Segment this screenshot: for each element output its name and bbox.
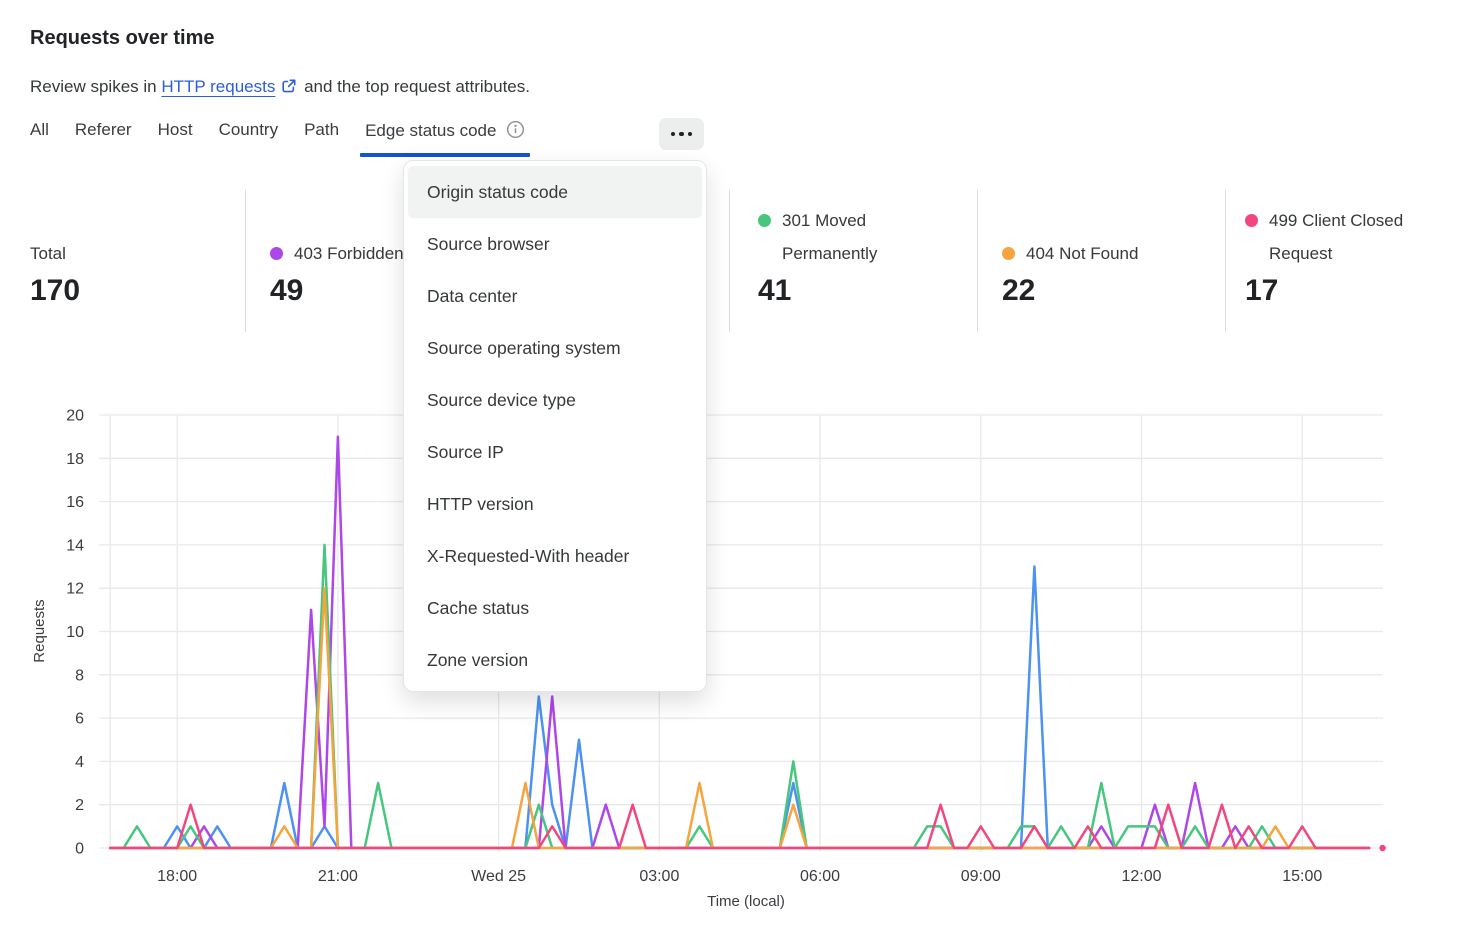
svg-text:8: 8 [75,667,84,684]
page-subtitle: Review spikes in HTTP requests and the t… [30,77,530,99]
subtitle-suffix: and the top request attributes. [304,77,530,96]
legend-dot-499 [1245,214,1258,228]
stat-total-value: 170 [30,274,81,307]
stat-divider [1225,190,1226,332]
legend-dot-403 [270,246,283,260]
svg-text:12: 12 [66,581,84,598]
stat-403-forbidden[interactable]: 403 Forbidden 49 [270,195,404,307]
menu-item-zone-version[interactable]: Zone version [427,649,529,670]
stat-403-label: 403 Forbidden [270,238,404,270]
stat-divider [729,190,730,332]
tab-edge-status-code[interactable]: Edge status code [360,120,531,157]
svg-text:Requests: Requests [31,599,48,662]
svg-text:Wed 25: Wed 25 [471,868,526,885]
svg-text:03:00: 03:00 [639,868,679,885]
stat-499-label: 499 Client Closed Request [1245,205,1434,270]
svg-text:18:00: 18:00 [157,868,197,885]
svg-text:06:00: 06:00 [800,868,840,885]
tab-referer[interactable]: Referer [74,120,132,139]
tab-path[interactable]: Path [304,120,340,139]
svg-text:18: 18 [66,451,84,468]
info-icon[interactable] [506,120,525,144]
tab-country[interactable]: Country [218,120,279,139]
menu-item-http-version[interactable]: HTTP version [427,493,534,514]
svg-text:09:00: 09:00 [961,868,1001,885]
svg-text:20: 20 [66,408,84,425]
stat-404-value: 22 [1002,274,1036,307]
menu-item-source-ip[interactable]: Source IP [427,441,504,462]
stat-301-value: 41 [758,274,792,307]
stat-total-label: Total [30,243,66,263]
attribute-tabs: All Referer Host Country Path Edge statu… [30,120,531,157]
svg-text:4: 4 [75,754,84,771]
svg-text:10: 10 [66,624,84,641]
tab-host[interactable]: Host [157,120,193,139]
svg-text:14: 14 [66,537,84,554]
attribute-dropdown-menu: Origin status code Source browser Data c… [403,160,707,692]
external-link-icon [281,78,297,99]
stat-divider [977,190,978,332]
stat-404-not-found[interactable]: 404 Not Found 22 [1002,195,1138,307]
stat-301-label: 301 Moved Permanently [758,205,947,270]
menu-item-x-requested-with-header[interactable]: X-Requested-With header [427,545,630,566]
stat-404-label: 404 Not Found [1002,238,1138,270]
legend-dot-301 [758,214,771,228]
menu-item-cache-status[interactable]: Cache status [427,597,530,618]
svg-text:2: 2 [75,797,84,814]
stat-divider [245,190,246,332]
active-tab-underline [360,153,531,157]
tab-all[interactable]: All [30,120,49,139]
http-requests-link[interactable]: HTTP requests [161,77,276,96]
svg-text:15:00: 15:00 [1282,868,1322,885]
menu-item-data-center[interactable]: Data center [427,285,518,306]
svg-text:12:00: 12:00 [1121,868,1161,885]
menu-item-source-operating-system[interactable]: Source operating system [427,337,621,358]
svg-text:6: 6 [75,711,84,728]
svg-text:21:00: 21:00 [318,868,358,885]
stat-total[interactable]: Total 170 [30,195,80,307]
page-title: Requests over time [30,27,215,50]
stat-499-client-closed-request[interactable]: 499 Client Closed Request 17 [1245,195,1434,307]
menu-item-origin-status-code[interactable]: Origin status code [408,166,702,218]
stat-403-value: 49 [270,274,304,307]
svg-text:16: 16 [66,494,84,511]
subtitle-prefix: Review spikes in [30,77,157,96]
menu-item-source-browser[interactable]: Source browser [427,233,550,254]
legend-dot-404 [1002,246,1015,260]
stat-499-value: 17 [1245,274,1279,307]
stat-301-moved-permanently[interactable]: 301 Moved Permanently 41 [758,195,947,307]
more-tabs-button[interactable] [659,118,704,150]
tab-edge-status-code-label: Edge status code [365,121,497,140]
menu-item-source-device-type[interactable]: Source device type [427,389,576,410]
svg-text:Time (local): Time (local) [707,893,785,910]
svg-text:0: 0 [75,841,84,858]
